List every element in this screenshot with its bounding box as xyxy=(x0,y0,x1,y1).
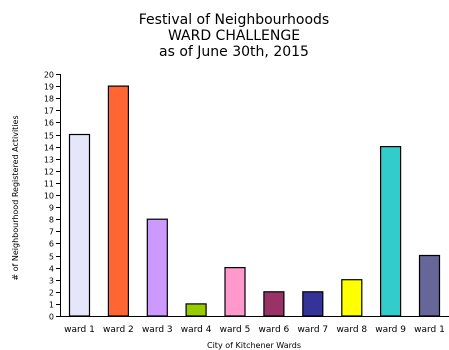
y-tick-label: 13 xyxy=(44,156,54,165)
x-category-label: ward 7 xyxy=(297,325,328,335)
y-tick-label: 7 xyxy=(49,228,54,237)
x-category-label: ward 8 xyxy=(336,325,367,335)
bar-4 xyxy=(185,303,207,317)
y-tick-label: 14 xyxy=(44,144,54,153)
x-category-label: ward 9 xyxy=(375,325,406,335)
x-category-label: ward 6 xyxy=(259,325,290,335)
x-axis-title: City of Kitchener Wards xyxy=(207,341,301,350)
x-category-label: ward 1 xyxy=(414,325,445,335)
bar-8 xyxy=(341,279,363,317)
x-category-label: ward 2 xyxy=(103,325,134,335)
y-tick-label: 10 xyxy=(44,192,54,201)
bar-6 xyxy=(263,291,285,317)
bar-9 xyxy=(380,146,402,317)
x-category-label: ward 5 xyxy=(220,325,251,335)
bar-3 xyxy=(146,218,168,317)
y-tick-label: 18 xyxy=(44,95,54,104)
chart-title-line-3: as of June 30th, 2015 xyxy=(159,44,309,60)
x-axis: ward 1 ward 2 ward 3 ward 4 ward 5 ward 6 ward… xyxy=(60,316,449,335)
x-category-label: ward 1 xyxy=(64,325,95,335)
y-tick-label: 8 xyxy=(49,216,54,225)
y-tick-label: 17 xyxy=(44,107,54,116)
y-tick-label: 9 xyxy=(49,204,54,213)
y-tick-label: 12 xyxy=(44,168,54,177)
y-tick-label: 0 xyxy=(49,313,54,322)
y-tick-label: 11 xyxy=(44,180,54,189)
chart-title-line-2: WARD CHALLENGE xyxy=(168,28,300,44)
x-category-label: ward 3 xyxy=(142,325,173,335)
y-tick-label: 1 xyxy=(49,301,54,310)
x-category-label: ward 4 xyxy=(181,325,212,335)
bar-7 xyxy=(302,291,324,317)
y-tick-label: 19 xyxy=(44,83,54,92)
y-tick-label: 16 xyxy=(44,119,54,128)
bar-2 xyxy=(107,85,130,317)
y-tick-label: 20 xyxy=(44,71,54,80)
y-tick-label: 6 xyxy=(49,240,54,249)
bars xyxy=(68,85,441,317)
y-tick-label: 3 xyxy=(49,277,54,286)
y-tick-label: 5 xyxy=(49,253,54,262)
chart-title-line-1: Festival of Neighbourhoods xyxy=(139,12,329,28)
bar-5 xyxy=(224,267,246,317)
bar-1 xyxy=(68,133,91,317)
chart-title: Festival of Neighbourhoods WARD CHALLENG… xyxy=(139,12,329,60)
y-tick-label: 4 xyxy=(49,265,54,274)
y-axis-title: # of Neighbourhood Registered Activities xyxy=(11,115,20,280)
bar-10 xyxy=(418,254,441,317)
y-tick-label: 2 xyxy=(49,289,54,298)
y-tick-label: 15 xyxy=(44,132,54,141)
